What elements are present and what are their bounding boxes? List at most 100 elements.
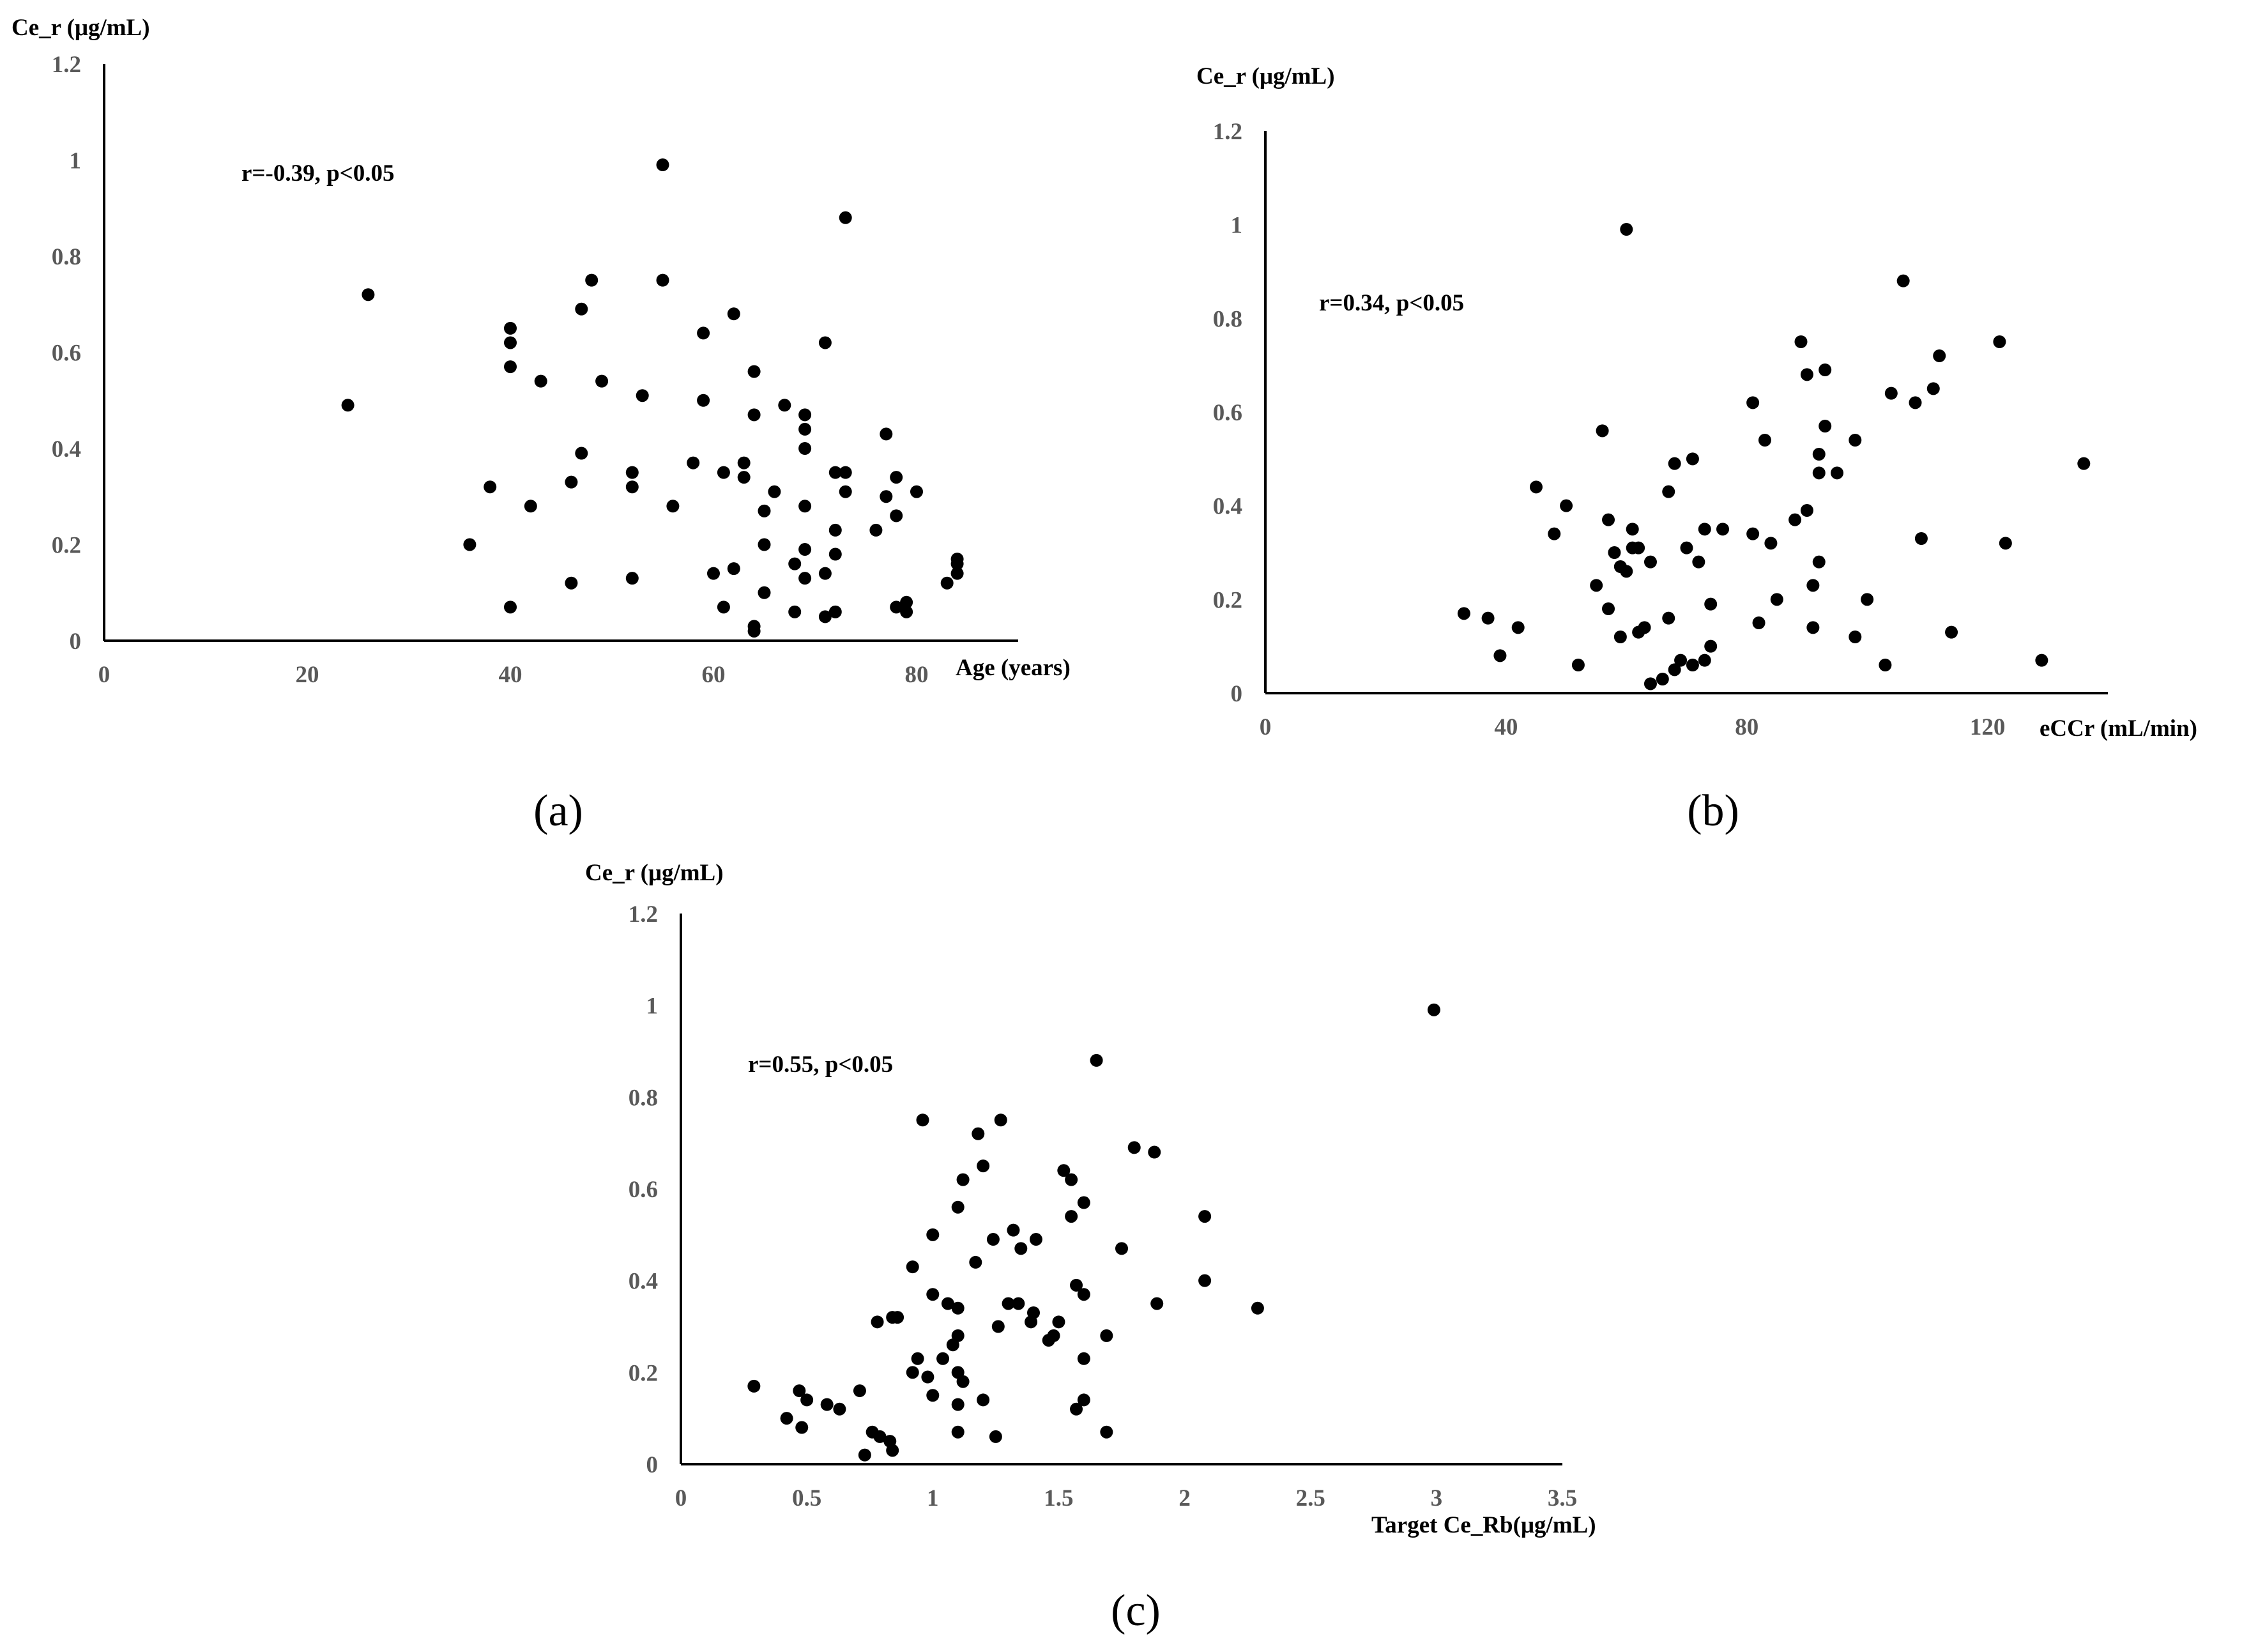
data-point bbox=[1560, 499, 1573, 512]
data-point bbox=[1427, 1003, 1440, 1016]
data-point bbox=[828, 466, 842, 479]
y-tick-label: 1 bbox=[1231, 213, 1243, 239]
data-point bbox=[986, 1233, 1000, 1246]
data-point bbox=[1602, 602, 1615, 615]
y-tick-label: 0.2 bbox=[52, 533, 81, 559]
data-point bbox=[940, 576, 954, 590]
data-point bbox=[1945, 625, 1958, 639]
data-point bbox=[1800, 504, 1813, 517]
data-point bbox=[484, 480, 497, 494]
correlation-annotation: r=-0.39, p<0.05 bbox=[241, 160, 395, 187]
data-point bbox=[798, 422, 812, 436]
data-point bbox=[1065, 1173, 1078, 1186]
data-point bbox=[886, 1444, 899, 1457]
data-point bbox=[747, 624, 761, 638]
data-point bbox=[1926, 382, 1940, 395]
data-point bbox=[1127, 1141, 1141, 1154]
data-point bbox=[858, 1448, 871, 1462]
data-point bbox=[2035, 654, 2048, 667]
data-point bbox=[839, 211, 852, 224]
data-point bbox=[1831, 466, 1844, 480]
chart-panel-b: Ce_r (μg/mL) r=0.34, p<0.05 eCCr (mL/min… bbox=[1196, 63, 2197, 836]
data-point bbox=[1002, 1297, 1015, 1310]
y-axis-title: Ce_r (μg/mL) bbox=[585, 860, 724, 886]
data-point bbox=[798, 442, 812, 455]
y-tick-label: 1 bbox=[70, 148, 82, 174]
data-point bbox=[900, 605, 913, 618]
data-point bbox=[1746, 527, 1760, 540]
data-point bbox=[1662, 611, 1675, 625]
data-point bbox=[1933, 349, 1946, 362]
y-tick-label: 0.6 bbox=[629, 1177, 658, 1203]
data-point bbox=[504, 600, 517, 614]
data-point bbox=[1812, 466, 1826, 480]
data-point bbox=[1047, 1329, 1060, 1342]
data-point bbox=[1849, 631, 1862, 643]
data-point bbox=[1668, 457, 1681, 470]
data-point bbox=[951, 1425, 965, 1439]
data-point bbox=[900, 595, 913, 609]
data-point bbox=[989, 1430, 1002, 1443]
data-point bbox=[1879, 659, 1892, 671]
data-point bbox=[1788, 513, 1802, 526]
x-tick-labels: 0 0.5 1 1.5 2 2.5 3 3.5 bbox=[675, 1485, 1577, 1511]
x-tick-label: 3.5 bbox=[1548, 1485, 1577, 1511]
data-point bbox=[575, 447, 588, 460]
y-tick-label: 0.2 bbox=[629, 1360, 658, 1386]
data-point bbox=[1752, 616, 1765, 629]
x-tick-label: 2 bbox=[1178, 1485, 1191, 1511]
data-point bbox=[1674, 654, 1688, 667]
data-point bbox=[1680, 541, 1693, 554]
x-axis-title: eCCr (mL/min) bbox=[2040, 715, 2197, 742]
data-point bbox=[1070, 1402, 1083, 1416]
data-point bbox=[758, 538, 771, 551]
data-point bbox=[1596, 424, 1609, 438]
data-point bbox=[1704, 639, 1718, 653]
data-point bbox=[625, 480, 639, 494]
data-point bbox=[697, 326, 710, 340]
data-point bbox=[1656, 673, 1669, 685]
data-point bbox=[969, 1255, 982, 1269]
data-points bbox=[1457, 223, 2091, 691]
data-point bbox=[1698, 654, 1711, 667]
data-point bbox=[656, 158, 669, 172]
data-point bbox=[1115, 1242, 1128, 1255]
data-point bbox=[1806, 579, 1820, 592]
data-point bbox=[778, 399, 791, 412]
x-tick-label: 20 bbox=[296, 662, 319, 688]
x-tick-label: 0.5 bbox=[792, 1485, 821, 1511]
data-point bbox=[595, 374, 609, 388]
y-tick-label: 0 bbox=[70, 629, 82, 655]
data-point bbox=[1716, 523, 1730, 536]
y-tick-label: 1.2 bbox=[52, 52, 81, 78]
data-point bbox=[1819, 420, 1832, 432]
data-points bbox=[341, 158, 964, 638]
data-point bbox=[926, 1228, 940, 1241]
data-point bbox=[727, 307, 740, 321]
data-point bbox=[880, 427, 893, 441]
x-tick-label: 80 bbox=[905, 662, 929, 688]
data-point bbox=[1668, 663, 1681, 677]
y-tick-label: 0.4 bbox=[629, 1269, 658, 1295]
data-point bbox=[890, 471, 903, 484]
correlation-annotation: r=0.34, p<0.05 bbox=[1319, 290, 1464, 316]
x-axis-title: Target Ce_Rb(μg/mL) bbox=[1371, 1512, 1596, 1538]
y-tick-label: 0 bbox=[1231, 681, 1243, 707]
data-point bbox=[1571, 659, 1585, 671]
data-point bbox=[798, 543, 812, 556]
data-point bbox=[666, 500, 680, 513]
x-tick-label: 0 bbox=[675, 1485, 687, 1511]
data-point bbox=[1999, 537, 2012, 550]
data-point bbox=[798, 408, 812, 422]
data-point bbox=[463, 538, 477, 551]
data-point bbox=[950, 557, 964, 570]
x-tick-label: 3 bbox=[1431, 1485, 1443, 1511]
data-point bbox=[758, 586, 771, 599]
data-point bbox=[1643, 677, 1657, 691]
data-point bbox=[1758, 434, 1771, 447]
data-point bbox=[951, 1329, 965, 1342]
data-point bbox=[636, 389, 649, 402]
data-point bbox=[780, 1412, 793, 1425]
data-point bbox=[1251, 1301, 1264, 1315]
